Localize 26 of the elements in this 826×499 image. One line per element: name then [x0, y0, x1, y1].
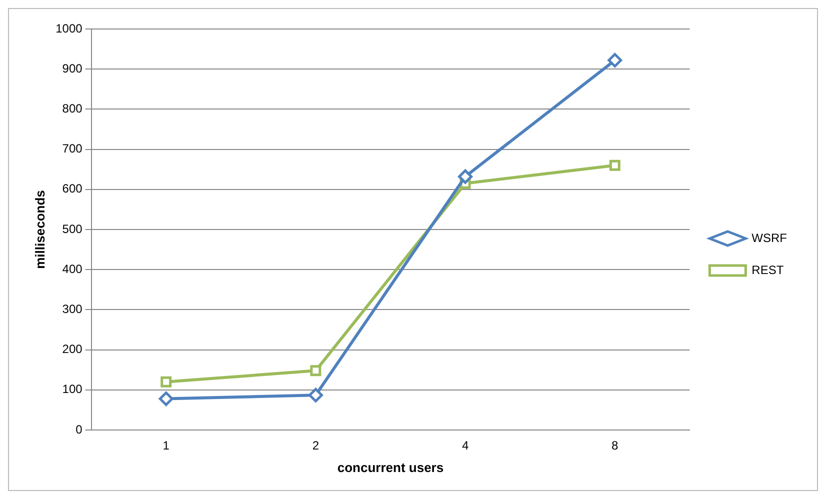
x-tick-label: 8 — [612, 438, 619, 453]
y-tick-label: 100 — [62, 382, 83, 396]
point — [609, 160, 620, 171]
legend-label: REST — [752, 262, 784, 277]
y-tick-label: 700 — [62, 142, 83, 156]
x-tick-label: 4 — [462, 438, 469, 453]
y-tick-label: 200 — [62, 342, 83, 356]
y-tick-label: 1000 — [56, 21, 83, 36]
point — [158, 391, 174, 406]
x-axis-title: concurrent users — [337, 460, 444, 475]
y-tick-label: 900 — [62, 61, 83, 76]
point — [308, 388, 323, 402]
y-tick-label: 500 — [62, 222, 83, 236]
point — [458, 169, 473, 184]
y-tick-label: 400 — [62, 262, 83, 276]
y-axis-title: milliseconds — [32, 190, 48, 269]
point — [608, 53, 622, 68]
point — [310, 365, 322, 376]
point — [160, 376, 172, 388]
y-tick-label: 800 — [62, 102, 83, 116]
y-tick-label: 300 — [62, 302, 83, 316]
y-tick-label: 0 — [76, 422, 83, 436]
x-tick-label: 1 — [162, 438, 170, 453]
y-tick-label: 600 — [62, 182, 83, 196]
legend-label: WSRF — [752, 230, 787, 245]
x-tick-label: 2 — [312, 438, 320, 453]
